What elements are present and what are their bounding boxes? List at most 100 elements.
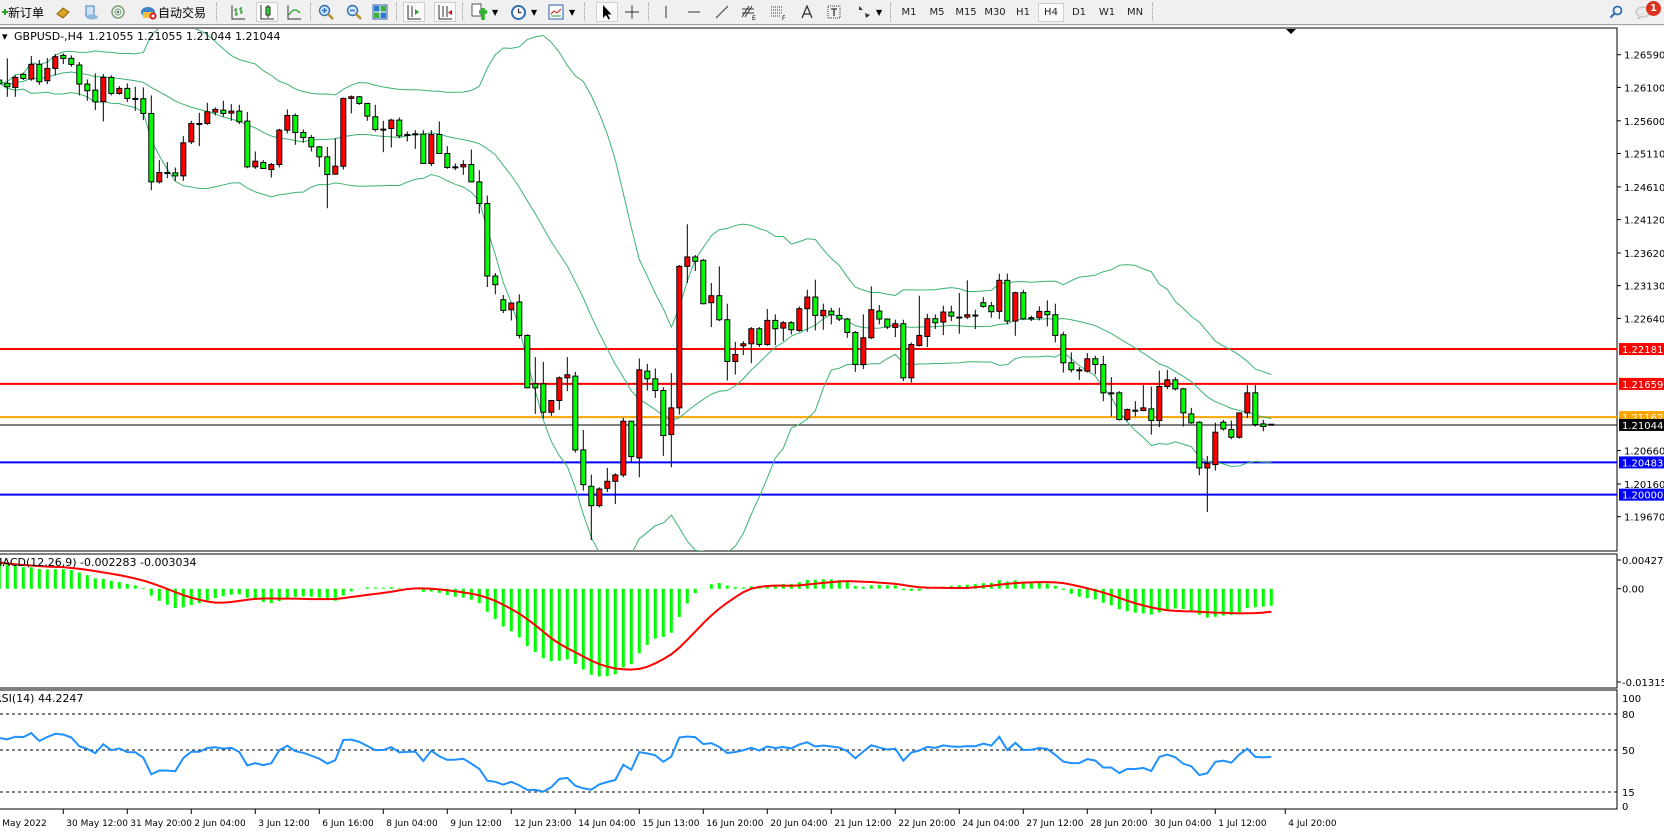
text-label-button[interactable]: [826, 2, 842, 22]
bear-candle: [532, 383, 539, 389]
bull-candle: [996, 279, 1003, 312]
macd-histogram-bar: [821, 579, 825, 589]
toolbar-separator: [396, 3, 399, 21]
horizontal-line-price-label: 1.21659: [1622, 380, 1663, 391]
timeframe-m5[interactable]: M5: [929, 7, 945, 18]
timeframe-h1[interactable]: H1: [1016, 7, 1030, 18]
navigator-button[interactable]: [109, 2, 127, 22]
bear-candle: [948, 311, 955, 317]
macd-histogram-bar: [1069, 588, 1073, 594]
horizontal-line-button[interactable]: [685, 2, 703, 22]
chart-symbol-label: GBPUSD-,H4: [14, 30, 83, 43]
bear-candle: [980, 302, 987, 307]
bear-candle: [372, 116, 379, 130]
timeframe-m1[interactable]: M1: [901, 7, 917, 18]
timeframe-mn[interactable]: MN: [1126, 7, 1144, 18]
horizontal-line-price-label-bg: [1619, 343, 1664, 356]
timeframe-m15[interactable]: M15: [955, 7, 977, 18]
tile-windows-icon: [372, 4, 388, 20]
text-button[interactable]: [799, 2, 815, 22]
macd-histogram-bar: [685, 588, 689, 604]
bull-candle: [1204, 462, 1211, 469]
chart-shift-marker-icon[interactable]: [1286, 29, 1296, 34]
bear-candle: [1092, 358, 1099, 365]
macd-histogram-bar: [637, 588, 641, 654]
trendline-button[interactable]: [713, 2, 731, 22]
macd-histogram-bar: [117, 582, 121, 589]
zoom-in-button[interactable]: [316, 2, 336, 22]
bear-candle: [308, 136, 315, 148]
tile-windows-button[interactable]: [370, 2, 390, 22]
indicators-button[interactable]: [469, 2, 489, 22]
bear-candle: [1148, 408, 1155, 422]
chart-shift-button[interactable]: [403, 2, 425, 22]
market-watch-button[interactable]: [54, 2, 72, 22]
bull-candle: [868, 309, 875, 339]
auto-trading-button[interactable]: 自动交易: [136, 2, 210, 22]
bull-candle: [1244, 392, 1251, 414]
bull-candle: [412, 133, 419, 136]
bear-candle: [828, 310, 835, 316]
macd-histogram-bar: [901, 588, 905, 591]
time-tick-label: 2 Jun 04:00: [194, 819, 246, 829]
macd-histogram-bar: [677, 588, 681, 617]
bear-candle: [468, 164, 475, 183]
bull-candle: [404, 133, 411, 136]
periodicity-dropdown-icon[interactable]: ▼: [531, 8, 538, 17]
macd-histogram-bar: [1213, 588, 1217, 617]
macd-pane[interactable]: [0, 561, 1273, 677]
arrows-button[interactable]: [854, 2, 874, 22]
periodicity-button[interactable]: [507, 2, 529, 22]
macd-histogram-bar: [861, 586, 865, 589]
fibonacci-button[interactable]: E: [739, 2, 759, 22]
bear-candle: [1260, 423, 1267, 428]
templates-dropdown-icon[interactable]: ▼: [569, 8, 576, 17]
bear-candle: [492, 275, 499, 286]
bear-candle: [4, 82, 11, 88]
zoom-out-button[interactable]: [344, 2, 364, 22]
line-chart-button[interactable]: [284, 2, 304, 22]
data-window-button[interactable]: [82, 2, 100, 22]
rsi-pane[interactable]: [0, 713, 1617, 793]
bear-candle: [812, 296, 819, 316]
macd-histogram-bar: [261, 588, 265, 602]
macd-histogram-bar: [965, 584, 969, 589]
text-label-icon: [827, 5, 841, 19]
price-tick-label: 1.25600: [1624, 117, 1664, 128]
indicators-dropdown-icon[interactable]: ▼: [492, 8, 499, 17]
macd-histogram-bar: [749, 586, 753, 589]
macd-histogram-bar: [613, 588, 617, 675]
bear-candle: [788, 322, 795, 331]
macd-histogram-bar: [429, 588, 433, 592]
timeframe-h4[interactable]: H4: [1038, 3, 1064, 22]
macd-histogram-bar: [205, 588, 209, 601]
cursor-button[interactable]: [596, 2, 618, 22]
crosshair-button[interactable]: [622, 2, 642, 22]
auto-scroll-button[interactable]: [434, 2, 456, 22]
macd-histogram-bar: [389, 587, 393, 589]
timeframe-d1[interactable]: D1: [1071, 7, 1087, 18]
fibo-channel-button[interactable]: F: [768, 2, 788, 22]
price-pane[interactable]: [0, 21, 1617, 569]
time-tick-label: 24 Jun 04:00: [962, 819, 1019, 829]
bull-candle: [1084, 358, 1091, 372]
templates-icon: [548, 4, 564, 20]
bull-candle: [780, 322, 787, 329]
templates-button[interactable]: [546, 2, 566, 22]
time-tick-label: 12 Jun 23:00: [514, 819, 571, 829]
bear-candle: [588, 485, 595, 507]
macd-histogram-bar: [845, 581, 849, 589]
search-button[interactable]: [1608, 2, 1624, 22]
bear-candle: [1180, 388, 1187, 414]
new-order-button[interactable]: 新订单: [0, 2, 46, 22]
timeframe-w1[interactable]: W1: [1098, 7, 1116, 18]
vertical-line-button[interactable]: [657, 2, 675, 22]
arrows-dropdown-icon[interactable]: ▼: [876, 8, 883, 17]
macd-histogram-bar: [581, 588, 585, 670]
timeframe-m30[interactable]: M30: [984, 7, 1006, 18]
bar-chart-button[interactable]: [228, 2, 248, 22]
bear-candle: [772, 319, 779, 330]
candlestick-button[interactable]: [256, 2, 278, 22]
macd-histogram-bar: [1133, 588, 1137, 613]
